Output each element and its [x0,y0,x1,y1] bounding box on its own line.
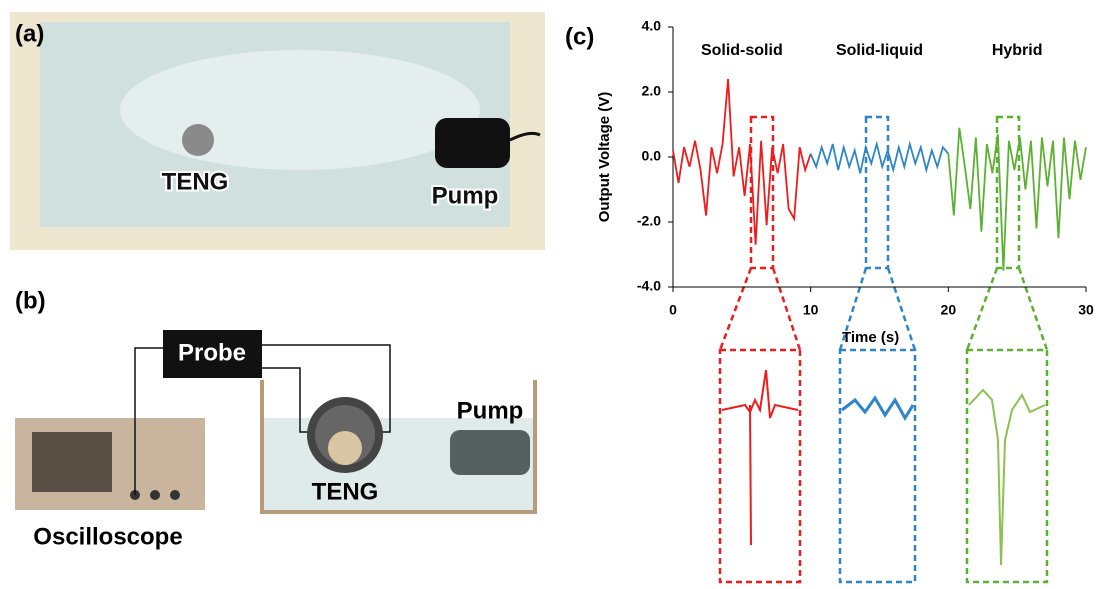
zoom-trace [968,388,1046,566]
y-tick-label: -4.0 [637,278,661,294]
pump-photo [435,118,510,168]
series-line [947,127,1087,271]
screen [32,432,112,492]
pump [450,430,530,475]
label: Pump [432,182,499,209]
label: TENG [312,478,379,505]
teng-ball [328,431,362,465]
x-tick-label: 10 [803,302,819,318]
zoom-frames [718,115,1049,584]
x-tick-label: 20 [941,302,957,318]
series-name: Solid-solid [701,42,783,59]
zoom-trace [721,369,799,546]
y-tick-label: -2.0 [637,213,661,229]
panel-label: (a) [15,20,44,47]
x-tick-label: 30 [1078,302,1094,318]
y-tick-label: 4.0 [642,18,662,34]
panel-label: (c) [565,23,594,50]
label: Pump [457,397,524,424]
knob [170,490,180,500]
x-axis-label: Time (s) [842,329,899,346]
x-tick-label: 0 [669,302,677,318]
label: TENG [162,168,229,195]
series-line [672,78,812,245]
label: Probe [178,339,246,366]
teng-ball [182,124,214,156]
y-tick-label: 2.0 [642,83,662,99]
series-name: Hybrid [992,42,1043,59]
probe-box [163,330,262,378]
panel-label: (b) [15,287,46,314]
y-axis-label: Output Voltage (V) [596,92,613,223]
label: Oscilloscope [33,523,182,550]
series-line [809,140,950,174]
zoom-trace [841,395,915,421]
knob [150,490,160,500]
bubbles [120,50,480,170]
y-tick-label: 0.0 [642,148,662,164]
series-name: Solid-liquid [836,42,923,59]
tank [260,380,537,514]
cable [509,131,541,142]
